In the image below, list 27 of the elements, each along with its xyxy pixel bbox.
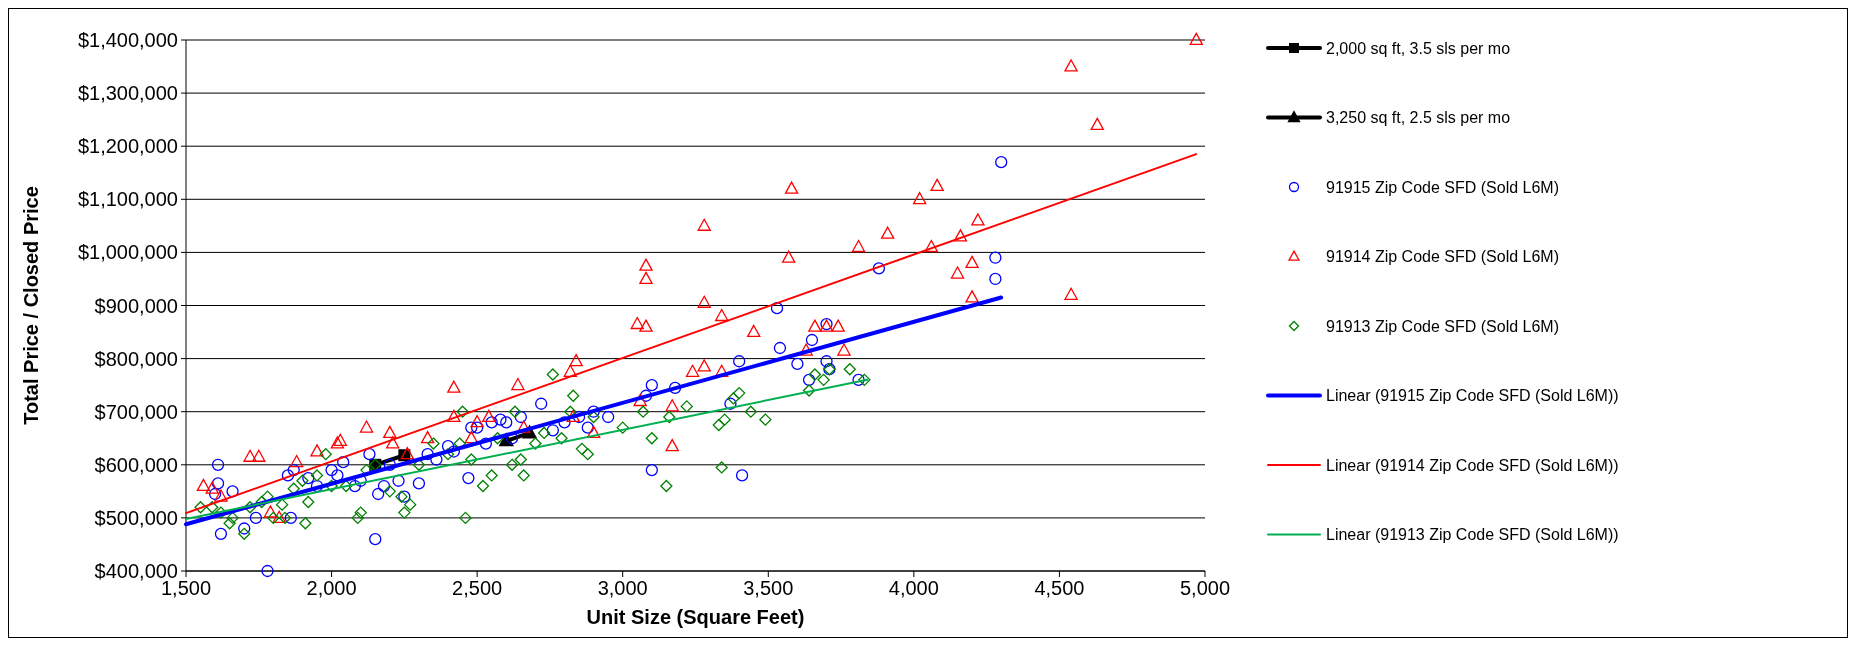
y-tick-label: $1,200,000 <box>77 135 178 158</box>
y-tick-label: $700,000 <box>94 400 178 423</box>
x-tick-label: 4,500 <box>1034 577 1085 599</box>
legend-label: Linear (91914 Zip Code SFD (Sold L6M)) <box>1326 456 1619 474</box>
x-tick-label: 2,000 <box>306 577 357 599</box>
x-tick-label: 3,500 <box>743 577 794 599</box>
legend-label: 91913 Zip Code SFD (Sold L6M) <box>1326 317 1559 335</box>
y-tick-label: $800,000 <box>94 347 178 370</box>
y-tick-label: $1,100,000 <box>77 188 178 211</box>
y-tick-label: $1,000,000 <box>77 241 178 264</box>
x-tick-label: 4,000 <box>888 577 939 599</box>
legend-label: 3,250 sq ft, 2.5 sls per mo <box>1326 109 1511 126</box>
x-tick-label: 5,000 <box>1179 577 1231 599</box>
y-axis-title: Total Price / Closed Price <box>20 186 42 425</box>
legend-label: 2,000 sq ft, 3.5 sls per mo <box>1326 39 1511 57</box>
legend-label: 91915 Zip Code SFD (Sold L6M) <box>1326 178 1559 196</box>
x-axis-title: Unit Size (Square Feet) <box>586 606 805 628</box>
x-tick-label: 3,000 <box>597 577 648 599</box>
legend-label: Linear (91915 Zip Code SFD (Sold L6M)) <box>1326 387 1619 404</box>
y-tick-label: $1,300,000 <box>77 82 178 105</box>
y-tick-label: $1,400,000 <box>77 29 178 51</box>
legend-label: Linear (91913 Zip Code SFD (Sold L6M)) <box>1326 526 1619 543</box>
legend-label: 91914 Zip Code SFD (Sold L6M) <box>1326 248 1559 265</box>
y-tick-label: $500,000 <box>94 506 178 529</box>
y-tick-label: $600,000 <box>94 453 178 476</box>
x-tick-label: 2,500 <box>452 577 503 599</box>
y-tick-label: $900,000 <box>94 294 178 317</box>
